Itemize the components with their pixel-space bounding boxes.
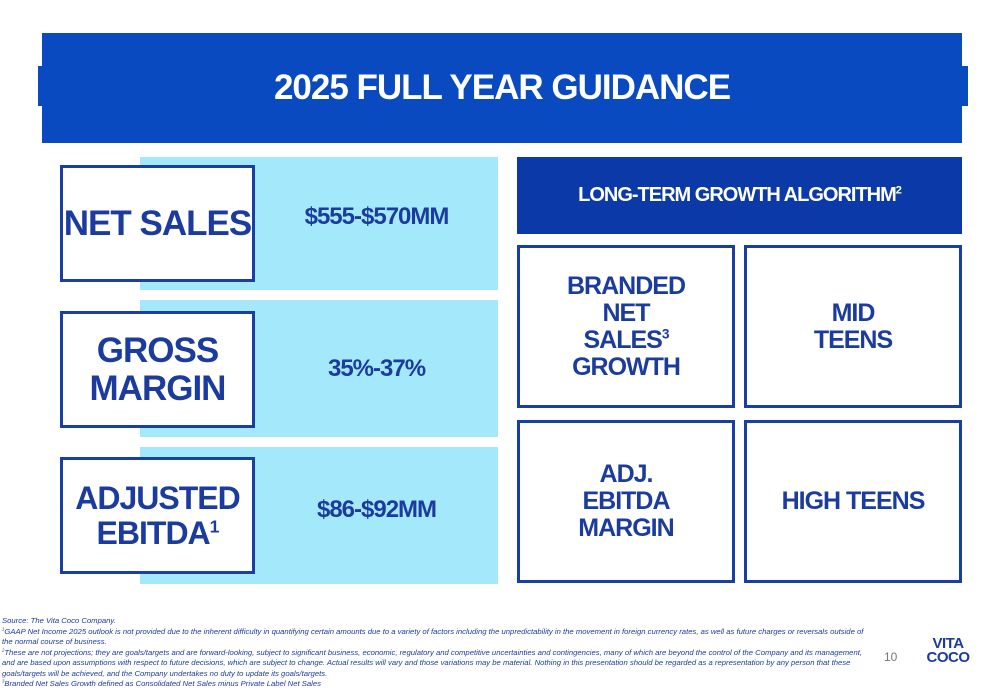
- lt-label: ADJ. EBITDA MARGIN: [517, 420, 735, 583]
- label-box: NET SALES: [60, 165, 255, 282]
- title: 2025 FULL YEAR GUIDANCE: [273, 68, 731, 108]
- value: $86-$92MM: [316, 495, 437, 523]
- lt-label: BRANDED NET SALES3 GROWTH: [517, 245, 735, 408]
- label: ADJUSTED EBITDA1: [75, 479, 240, 551]
- lt-header: LONG-TERM GROWTH ALGORITHM2: [517, 157, 962, 234]
- logo: VITA COCO: [926, 635, 971, 666]
- footnotes: Source: The Vita Coco Company. 1GAAP Net…: [2, 616, 874, 690]
- footnote: 1GAAP Net Income 2025 outlook is not pro…: [2, 625, 864, 646]
- footnote: 3Branded Net Sales Growth defined as Con…: [2, 678, 322, 688]
- lt-value: MID TEENS: [744, 245, 962, 408]
- value: 35%-37%: [327, 354, 426, 382]
- label: NET SALES: [63, 203, 252, 243]
- banner-edge: [38, 66, 968, 106]
- page-number: 10: [884, 650, 898, 664]
- lt-value: HIGH TEENS: [744, 420, 962, 583]
- label: GROSS MARGIN: [89, 330, 227, 408]
- label-box: GROSS MARGIN: [60, 311, 255, 428]
- label-box: ADJUSTED EBITDA1: [60, 457, 255, 574]
- source: Source: The Vita Coco Company.: [2, 616, 116, 625]
- value: $555-$570MM: [304, 203, 450, 231]
- footnote: 2These are not projections; they are goa…: [2, 646, 862, 678]
